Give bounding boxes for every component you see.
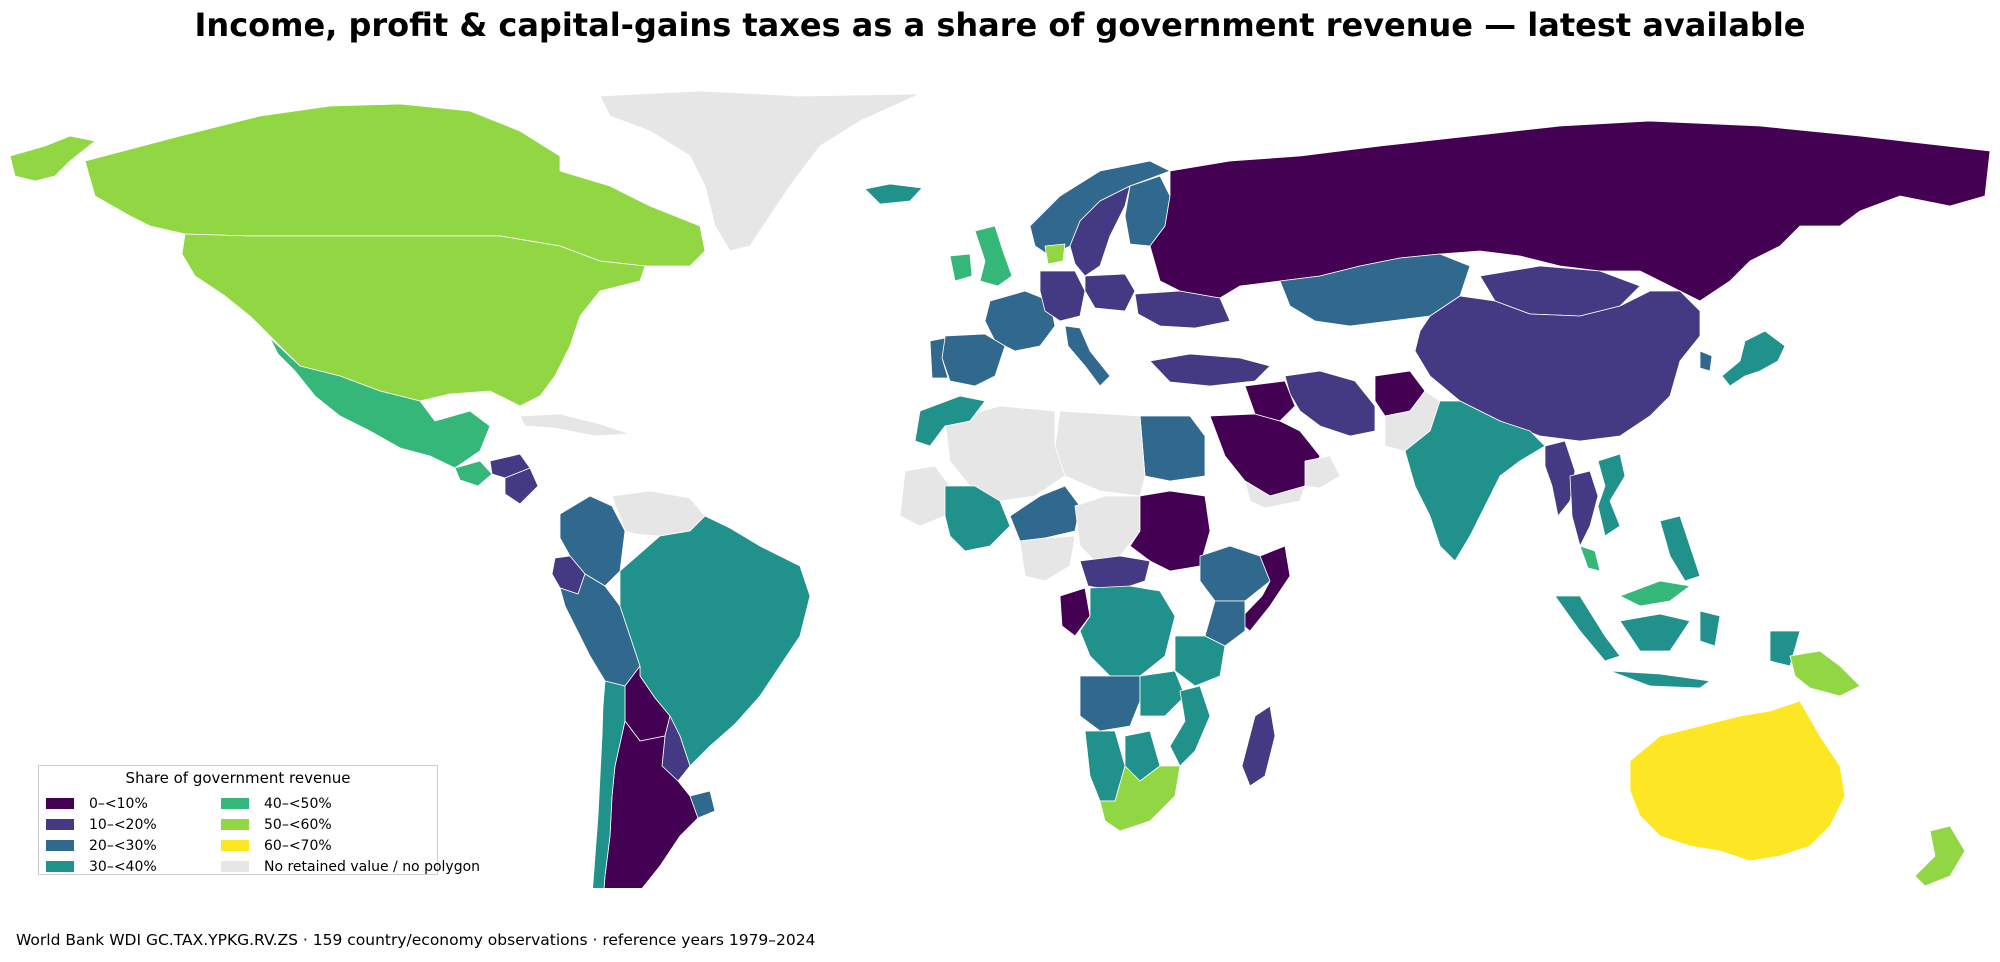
country-italy <box>1064 325 1111 387</box>
legend-swatch <box>221 798 249 809</box>
country-vietnam <box>1597 453 1626 537</box>
legend-label: 10–<20% <box>89 816 157 833</box>
legend-item: 10–<20% <box>46 814 221 835</box>
country-spain <box>941 333 1006 387</box>
country-iceland <box>864 183 923 205</box>
country-papua-new-guinea <box>1789 650 1861 697</box>
country-india <box>1404 400 1546 562</box>
country-zambia <box>1139 670 1186 717</box>
country-malaysia <box>1579 545 1691 607</box>
country-thailand <box>1569 470 1599 547</box>
map-title: Income, profit & capital-gains taxes as … <box>194 6 1806 44</box>
country-united-kingdom <box>974 225 1013 287</box>
country-nicaragua <box>504 467 539 505</box>
legend-swatch <box>46 819 74 830</box>
country-congo <box>1059 587 1091 637</box>
country-tanzania <box>1174 635 1226 687</box>
country-mauritania <box>899 465 951 527</box>
country-ireland <box>949 253 973 282</box>
country-ethiopia <box>1199 545 1271 602</box>
legend-title: Share of government revenue <box>125 769 351 787</box>
country-russia <box>1149 120 1991 302</box>
country-france <box>984 290 1056 352</box>
country-myanmar <box>1544 440 1576 517</box>
country-cuba <box>519 413 631 437</box>
country-mozambique <box>1169 685 1211 767</box>
country-central-african-republic <box>1079 555 1151 592</box>
country-sudan <box>1129 490 1211 572</box>
legend-swatch <box>46 861 74 872</box>
country-madagascar <box>1241 705 1276 787</box>
country-germany <box>1039 270 1086 322</box>
country-south-africa <box>1099 765 1181 832</box>
country-denmark <box>1044 243 1066 265</box>
legend-item: 50–<60% <box>221 814 436 835</box>
country-kenya <box>1204 600 1246 647</box>
country-indonesia <box>1554 595 1801 689</box>
country-morocco <box>914 395 986 447</box>
legend-swatch <box>221 861 249 872</box>
legend-items: 0–<10% 10–<20% 20–<30% 30–<40% 40–<50% 5… <box>46 793 480 877</box>
legend-swatch <box>221 840 249 851</box>
country-australia <box>1629 700 1846 862</box>
country-china <box>1414 290 1701 442</box>
country-chile <box>592 680 626 888</box>
legend-label: 0–<10% <box>89 795 148 812</box>
country-greenland <box>599 90 921 252</box>
country-guatemala <box>454 460 493 487</box>
country-uruguay <box>689 790 716 819</box>
legend-item: 40–<50% <box>221 793 436 814</box>
country-sweden <box>1069 185 1131 277</box>
country-saudi-arabia <box>1209 413 1321 497</box>
country-united-states <box>181 233 646 407</box>
country-algeria <box>944 405 1066 502</box>
country-poland <box>1084 273 1136 312</box>
legend-label: 40–<50% <box>264 795 332 812</box>
country-egypt <box>1139 415 1206 482</box>
legend-label: 30–<40% <box>89 858 157 875</box>
legend-item: 60–<70% <box>221 835 436 856</box>
country-iran <box>1284 370 1376 437</box>
legend-item: 20–<30% <box>46 835 221 856</box>
legend-swatch <box>46 798 74 809</box>
country-japan <box>1721 330 1786 387</box>
country-dr-congo <box>1079 585 1176 677</box>
legend-swatch <box>46 840 74 851</box>
country-new-zealand <box>1914 825 1966 887</box>
country-south-korea <box>1699 350 1713 372</box>
legend-item: 0–<10% <box>46 793 221 814</box>
legend-swatch <box>221 819 249 830</box>
country-venezuela <box>611 490 706 537</box>
country-iraq <box>1244 380 1296 422</box>
country-yemen <box>1244 480 1306 509</box>
country-angola <box>1079 675 1141 732</box>
map-legend: Share of government revenue 0–<10% 10–<2… <box>38 765 480 877</box>
choropleth-map <box>0 76 2000 888</box>
country-somalia <box>1237 545 1291 632</box>
legend-label: 60–<70% <box>264 837 332 854</box>
country-mali <box>944 485 1011 552</box>
world-map-svg <box>9 90 1991 888</box>
country-philippines <box>1659 515 1701 582</box>
country-turkey <box>1149 353 1271 387</box>
legend-item: 30–<40% <box>46 856 221 877</box>
legend-label: No retained value / no polygon <box>264 858 481 875</box>
country-nigeria <box>1019 535 1076 582</box>
legend-label: 20–<30% <box>89 837 157 854</box>
legend-label: 50–<60% <box>264 816 332 833</box>
country-libya <box>1054 410 1146 497</box>
country-oman <box>1304 455 1341 489</box>
country-mexico <box>269 337 491 469</box>
country-portugal <box>929 337 949 379</box>
country-chad <box>1074 495 1141 562</box>
legend-item: No retained value / no polygon <box>221 856 480 877</box>
source-note: World Bank WDI GC.TAX.YPKG.RV.ZS · 159 c… <box>16 931 816 949</box>
country-alaska <box>9 135 96 182</box>
